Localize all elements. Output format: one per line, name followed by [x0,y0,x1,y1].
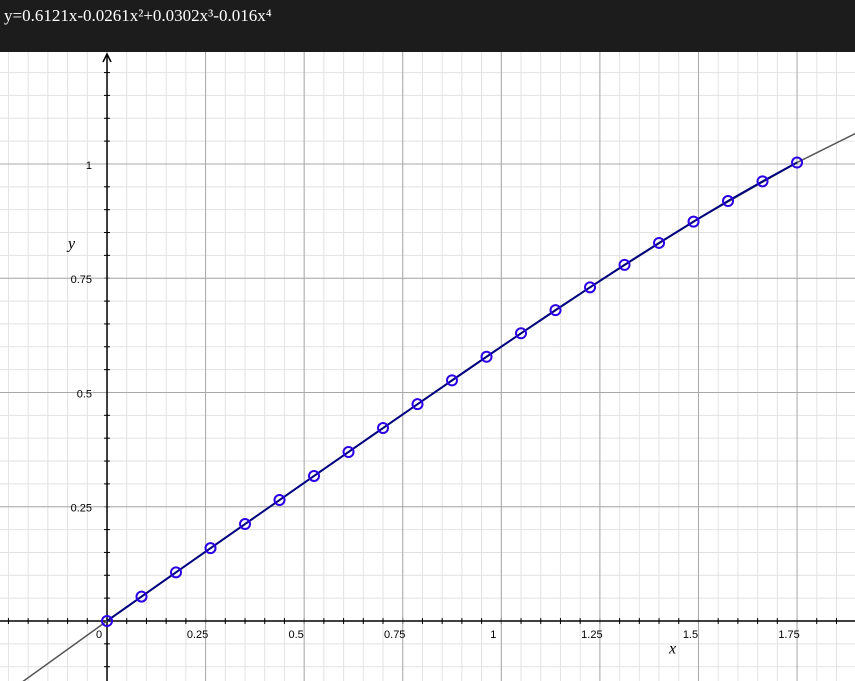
x-tick-label: 0.75 [384,629,405,641]
curve [106,161,798,622]
y-tick-label: 0.75 [71,274,92,286]
data-point [101,614,114,627]
formula: y=0.6121x-0.0261x²+0.0302x³-0.016x⁴ [4,6,272,25]
x-tick-label: 1.75 [778,629,799,641]
data-point [653,236,666,249]
y-axis-arrow [102,52,112,63]
data-point [273,494,286,507]
x-tick-label: 1.5 [683,629,698,641]
header-bar [0,0,855,52]
data-point [756,175,769,188]
x-tick-label: 0.5 [289,629,304,641]
data-point [377,422,390,435]
y-axis-label: y [66,236,76,253]
data-point [480,350,493,363]
data-point [515,327,528,340]
x-axis-label: x [668,641,676,658]
x-tick-label: 0.25 [187,629,208,641]
data-point [204,542,217,555]
y-tick-label: 0.5 [77,388,92,400]
data-point [722,195,735,208]
x-tick-label: 1.25 [581,629,602,641]
data-point [618,258,631,271]
data-point [687,215,700,228]
data-point [549,304,562,317]
data-point [239,518,252,531]
data-point [446,374,459,387]
x-tick-label: 0 [96,629,102,641]
data-point [584,281,597,294]
x-tick-label: 1 [490,629,496,641]
curve [22,132,855,681]
data-point [170,566,183,579]
data-point [135,590,148,603]
y-tick-label: 1 [86,160,92,172]
data-point [308,469,321,482]
data-point [411,398,424,411]
y-tick-label: 0.25 [71,503,92,515]
data-point [342,445,355,458]
data-point [791,156,804,169]
